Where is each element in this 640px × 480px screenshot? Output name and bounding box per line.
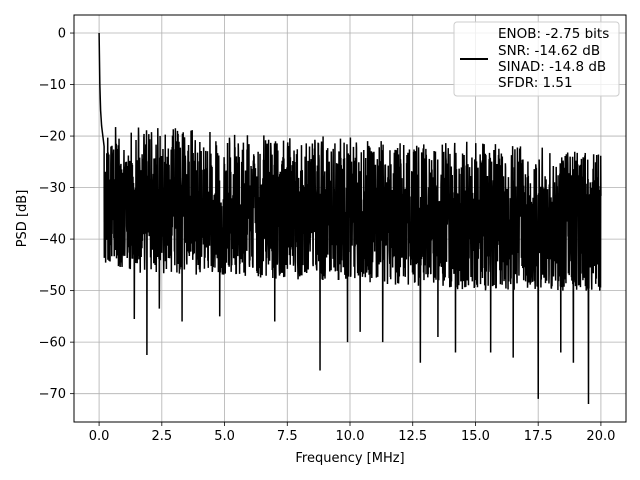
x-tick-label: 12.5 [398,429,427,444]
plot-area [98,33,602,404]
x-axis-label: Frequency [MHz] [295,451,404,466]
legend-enob: ENOB: -2.75 bits [498,26,609,42]
x-tick-label: 5.0 [214,429,235,444]
y-tick-label: 0 [58,27,66,42]
y-tick-label: −40 [39,233,66,248]
x-tick-label: 15.0 [461,429,490,444]
legend-sfdr: SFDR: 1.51 [498,75,573,91]
x-tick-label: 10.0 [336,429,365,444]
y-axis-label: PSD [dB] [15,190,30,248]
legend: ENOB: -2.75 bits SNR: -14.62 dB SINAD: -… [453,21,620,97]
x-tick-label: 20.0 [586,429,615,444]
y-tick-label: −60 [39,336,66,351]
x-tick-label: 0.0 [89,429,110,444]
psd-series-line [98,33,602,404]
legend-sinad: SINAD: -14.8 dB [498,59,606,75]
y-axis: 0 −10 −20 −30 −40 −50 −60 −70 [39,27,74,402]
x-tick-label: 2.5 [151,429,172,444]
legend-snr: SNR: -14.62 dB [498,43,600,59]
y-tick-label: −50 [39,284,66,299]
x-tick-label: 17.5 [524,429,553,444]
y-tick-label: −30 [39,181,66,196]
x-axis: 0.0 2.5 5.0 7.5 10.0 12.5 15.0 17.5 20.0 [89,422,615,444]
x-tick-label: 7.5 [277,429,298,444]
legend-box [453,21,620,97]
y-tick-label: −10 [39,78,66,93]
y-tick-label: −70 [39,387,66,402]
y-tick-label: −20 [39,130,66,145]
